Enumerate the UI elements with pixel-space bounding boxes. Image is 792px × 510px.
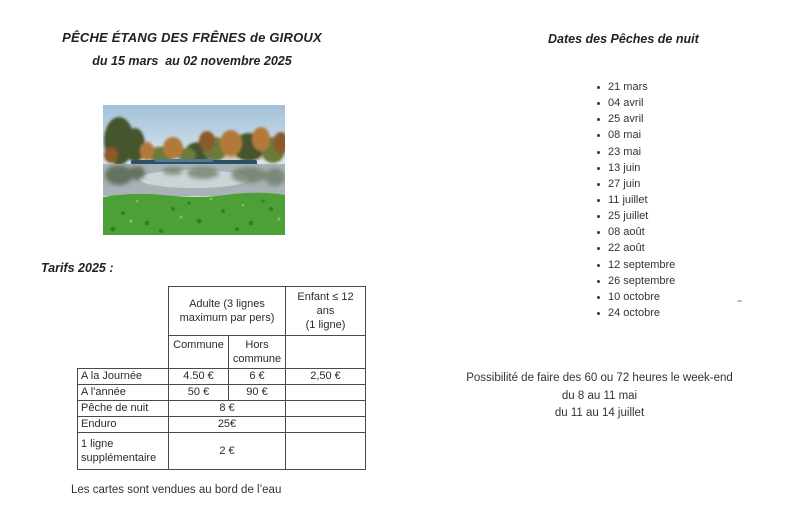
document-title-block: PÊCHE ÉTANG DES FRÊNES de GIROUX du 15 m… [36,30,348,68]
tarif-enfant-empty [285,416,366,433]
list-item: 08 mai [596,127,675,143]
scan-artifact [737,300,742,302]
list-item: 26 septembre [596,273,675,289]
tarif-value-merged: 8 € [168,400,286,417]
list-item: 21 mars [596,79,675,95]
list-item: 08 août [596,224,675,240]
tarif-value: 90 € [228,384,286,401]
tarifs-corner-blank [78,287,169,369]
photo-treeline [104,117,285,165]
tarif-value-merged: 25€ [168,416,286,433]
list-item: 10 octobre [596,289,675,305]
tarifs-heading: Tarifs 2025 : [41,261,114,275]
tarif-row-label: Enduro [77,416,169,433]
photo-hedge [131,159,257,165]
tarifs-table: Adulte (3 lignes maximum par pers) Enfan… [77,286,366,470]
tarifs-header-adulte: Adulte (3 lignes maximum par pers) [168,286,286,336]
list-item: 04 avril [596,95,675,111]
tarif-value: 4.50 € [168,368,229,385]
tarif-value: 2,50 € [285,368,366,385]
list-item: 13 juin [596,160,675,176]
weekend-note-line: du 8 au 11 mai [561,389,638,402]
table-row: A la Journée 4.50 € 6 € 2,50 € [77,368,366,385]
list-item: 27 juin [596,176,675,192]
enfant-header-line: ans [316,305,335,317]
list-item: 25 avril [596,111,675,127]
tarif-value [285,384,366,401]
photo-grass-texture [110,199,273,233]
tarifs-subheader-hors-commune: Hors commune [228,335,286,369]
list-item: 25 juillet [596,208,675,224]
pond-photo-graphic [103,105,285,235]
tarif-enfant-empty [285,400,366,417]
table-row: A l'année 50 € 90 € [77,384,366,401]
tarif-row-label: 1 ligne supplémentaire [77,432,169,470]
cards-sales-note: Les cartes sont vendues au bord de l’eau [71,484,282,496]
list-item: 24 octobre [596,305,675,321]
tarif-row-label: Pêche de nuit [77,400,169,417]
enfant-header-line: (1 ligne) [305,319,346,331]
photo-water-highlight [139,170,249,188]
tarif-value: 50 € [168,384,229,401]
photo-grass-highlights [129,197,281,223]
list-item: 12 septembre [596,257,675,273]
table-row: Enduro 25€ [77,416,366,433]
weekend-note-line: Possibilité de faire des 60 ou 72 heures… [466,372,733,384]
night-fishing-dates-list: 21 mars 04 avril 25 avril 08 mai 23 mai … [596,79,675,321]
tarif-row-label: A la Journée [77,368,169,385]
photo-grass [103,192,285,235]
list-item: 23 mai [596,144,675,160]
page-title: PÊCHE ÉTANG DES FRÊNES de GIROUX [62,30,322,45]
pond-photo [103,105,285,235]
tarifs-enfant-empty-cell [285,335,366,369]
photo-reflections [105,165,285,186]
weekend-note-line: du 11 au 14 juillet [554,407,645,419]
tarif-row-label: A l'année [77,384,169,401]
tarifs-subheader-commune: Commune [168,335,229,369]
tarif-enfant-empty [285,432,366,470]
night-fishing-heading: Dates des Pêches de nuit [548,32,699,46]
list-item: 11 juillet [596,192,675,208]
weekend-note: Possibilité de faire des 60 ou 72 heures… [427,370,772,423]
table-row: Pêche de nuit 8 € [77,400,366,417]
list-item: 22 août [596,240,675,256]
page-subtitle: du 15 mars au 02 novembre 2025 [92,54,292,68]
enfant-header-line: Enfant ≤ 12 [297,291,354,303]
tarifs-header-enfant: Enfant ≤ 12 ans (1 ligne) [285,286,366,336]
tarif-value: 6 € [228,368,286,385]
table-row: 1 ligne supplémentaire 2 € [77,432,366,470]
tarif-value-merged: 2 € [168,432,286,470]
